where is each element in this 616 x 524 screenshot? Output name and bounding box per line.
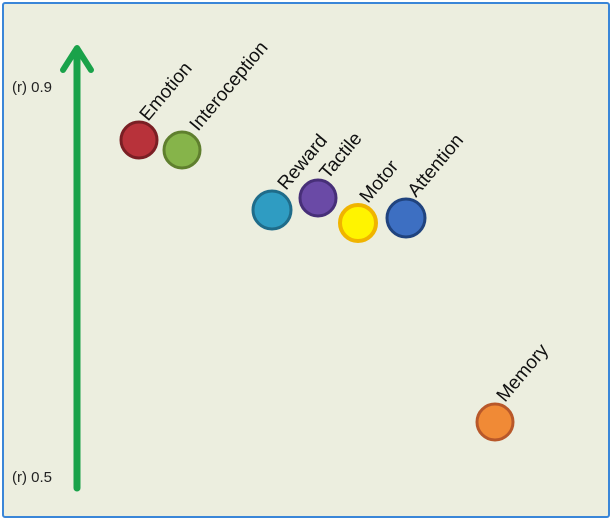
axis-top-label: (r) 0.9	[12, 79, 52, 96]
node-emotion-circle	[119, 120, 159, 160]
node-interoception-label: Interoception	[186, 38, 273, 136]
node-attention: Attention	[385, 130, 468, 239]
node-interoception: Interoception	[162, 38, 273, 170]
node-attention-label: Attention	[404, 130, 468, 201]
diagram-frame: (r) 0.9 (r) 0.5 Emotion Interoception Re…	[2, 2, 610, 518]
node-motor-label: Motor	[356, 156, 404, 207]
node-tactile-circle	[298, 178, 338, 218]
axis-bottom-label: (r) 0.5	[12, 469, 52, 486]
axis-arrow-head	[60, 45, 94, 73]
node-motor-circle	[338, 203, 378, 243]
node-interoception-circle	[162, 130, 202, 170]
node-emotion-label: Emotion	[136, 58, 197, 125]
node-memory-label: Memory	[493, 340, 554, 406]
node-memory-circle	[475, 402, 515, 442]
node-reward-circle	[251, 189, 293, 231]
node-tactile-label: Tactile	[316, 128, 367, 183]
node-attention-circle	[385, 197, 427, 239]
diagram-canvas: (r) 0.9 (r) 0.5 Emotion Interoception Re…	[12, 38, 554, 492]
node-memory: Memory	[475, 340, 554, 442]
